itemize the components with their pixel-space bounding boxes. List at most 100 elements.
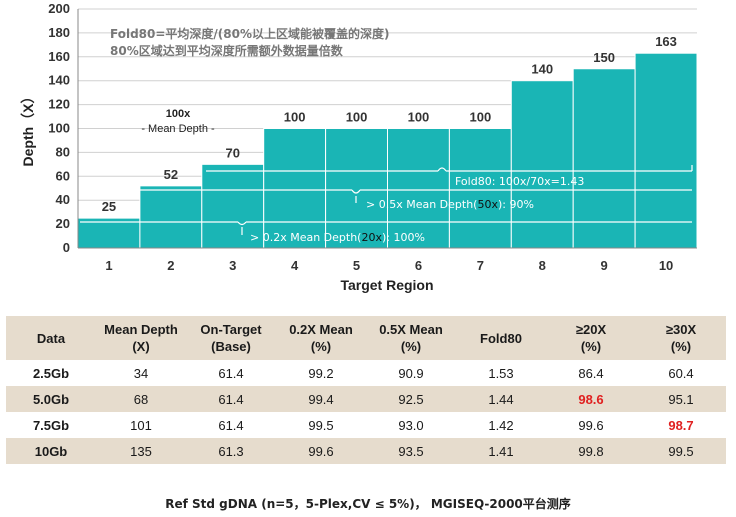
bar-value-labels: 25 52 70 100 100 100 100 140 150 163 [102,34,677,214]
table-cell: 93.5 [366,438,456,464]
bar-label-6: 100 [408,110,430,125]
table-cell: 99.2 [276,360,366,386]
y-tick-100: 100 [48,121,70,136]
header-ge30x: ≥30X (%) [636,316,726,360]
y-tick-20: 20 [56,216,70,231]
bar-label-1: 25 [102,199,116,214]
x-tick-7: 7 [477,258,484,273]
axes [77,9,697,249]
table-cell: 1.42 [456,412,546,438]
table-cell: 61.4 [186,412,276,438]
x-tick-10: 10 [659,258,673,273]
half-mean-bracket [140,189,692,203]
x-tick-8: 8 [539,258,546,273]
bar-8 [510,80,574,249]
bar-6 [387,128,450,249]
fold80-bracket [206,165,693,172]
x-tick-6: 6 [415,258,422,273]
table-header-row: Data Mean Depth (X) On-Target (Base) 0.2X … [6,316,726,360]
table-cell: 98.7 [636,412,726,438]
fifth-mean-bracket [80,221,692,235]
table-cell: 99.5 [636,438,726,464]
y-axis-label: Depth（X） [20,90,36,167]
table-cell: 1.53 [456,360,546,386]
bar-10 [634,52,698,249]
bar-9 [572,68,636,249]
bar-label-10: 163 [655,34,677,49]
header-data: Data [6,316,96,360]
row-label: 5.0Gb [6,386,96,412]
y-tick-200: 200 [48,1,70,16]
table-cell: 99.6 [276,438,366,464]
footnote: Ref Std gDNA (n=5，5-Plex,CV ≤ 5%)， MGISE… [165,497,571,511]
half-mean-annotation: > 0.5x Mean Depth(50x): 90% [366,198,534,211]
bar-7 [448,128,512,249]
table-cell: 101 [96,412,186,438]
x-tick-4: 4 [291,258,299,273]
x-axis-label: Target Region [340,277,433,293]
fifth-mean-annotation: > 0.2x Mean Depth(20x): 100% [250,231,425,244]
fold80-annotation: Fold80: 100x/70x=1.43 [455,175,584,188]
y-tick-80: 80 [56,144,70,159]
x-tick-9: 9 [601,258,608,273]
header-05x-mean: 0.5X Mean (%) [366,316,456,360]
bar-label-9: 150 [593,50,615,65]
fold80-definition-note: Fold80=平均深度/(80%以上区域能被覆盖的深度) [110,26,390,41]
x-tick-2: 2 [167,258,174,273]
row-label: 7.5Gb [6,412,96,438]
table-cell: 95.1 [636,386,726,412]
y-tick-labels: 0 20 40 60 80 100 120 140 160 180 200 [48,1,70,255]
x-tick-1: 1 [105,258,112,273]
y-tick-160: 160 [48,49,70,64]
bar-label-5: 100 [346,110,368,125]
bar-2 [139,185,203,249]
table-cell: 61.4 [186,360,276,386]
y-tick-140: 140 [48,73,70,88]
x-tick-5: 5 [353,258,360,273]
header-02x-mean: 0.2X Mean (%) [276,316,366,360]
table-row: 5.0Gb 68 61.4 99.4 92.5 1.44 98.6 95.1 [6,386,726,412]
header-ge20x: ≥20X (%) [546,316,636,360]
table-row: 10Gb 135 61.3 99.6 93.5 1.41 99.8 99.5 [6,438,726,464]
row-label: 10Gb [6,438,96,464]
bar-label-7: 100 [469,110,491,125]
table-cell: 1.41 [456,438,546,464]
table-cell: 98.6 [546,386,636,412]
table-cell: 1.44 [456,386,546,412]
bar-label-3: 70 [226,145,240,160]
table-cell: 86.4 [546,360,636,386]
table-cell: 99.6 [546,412,636,438]
table-row: 7.5Gb 101 61.4 99.5 93.0 1.42 99.6 98.7 [6,412,726,438]
x-tick-labels: 1 2 3 4 5 6 7 8 9 10 [105,258,673,273]
header-fold80: Fold80 [456,316,546,360]
y-tick-40: 40 [56,192,70,207]
y-tick-0: 0 [63,240,70,255]
fold80-meaning-note: 80%区域达到平均深度所需额外数据量倍数 [110,43,344,58]
table-cell: 68 [96,386,186,412]
table-cell: 61.3 [186,438,276,464]
table-cell: 99.5 [276,412,366,438]
table-cell: 60.4 [636,360,726,386]
row-label: 2.5Gb [6,360,96,386]
y-tick-180: 180 [48,25,70,40]
table-cell: 135 [96,438,186,464]
table-row: 2.5Gb 34 61.4 99.2 90.9 1.53 86.4 60.4 [6,360,726,386]
table-cell: 34 [96,360,186,386]
table-cell: 92.5 [366,386,456,412]
x-tick-3: 3 [229,258,236,273]
table-cell: 90.9 [366,360,456,386]
table-cell: 93.0 [366,412,456,438]
header-on-target: On-Target (Base) [186,316,276,360]
table-cell: 99.8 [546,438,636,464]
bars [77,52,698,249]
bar-1 [77,217,141,249]
mean-depth-caption: - Mean Depth - [141,123,215,135]
bar-4 [263,128,327,249]
table-cell: 61.4 [186,386,276,412]
bar-label-2: 52 [164,167,178,182]
table-cell: 99.4 [276,386,366,412]
mean-depth-value: 100x [166,108,191,120]
y-tick-120: 120 [48,97,70,112]
header-mean-depth: Mean Depth (X) [96,316,186,360]
